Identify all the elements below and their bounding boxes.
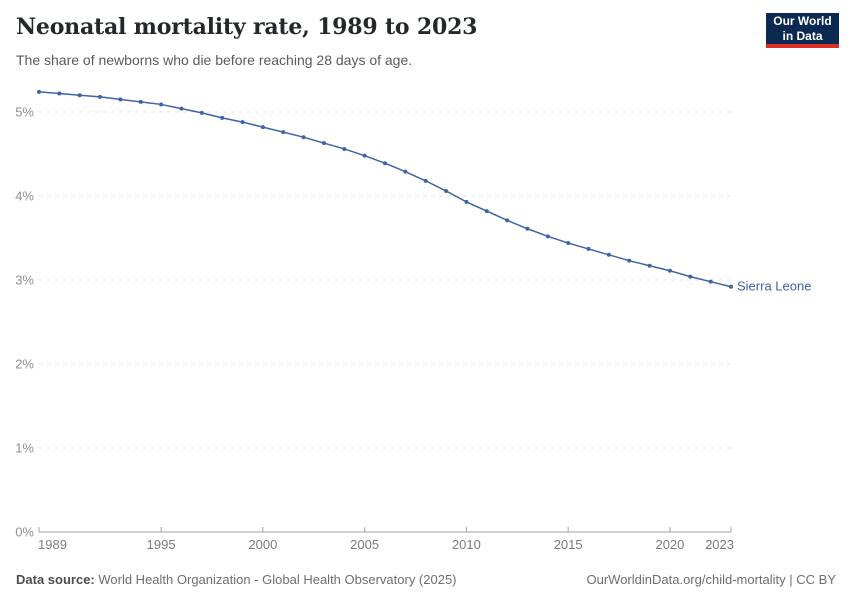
data-point[interactable] — [383, 161, 387, 166]
series-end-label[interactable]: Sierra Leone — [737, 279, 811, 294]
data-point[interactable] — [199, 110, 204, 115]
data-point[interactable] — [179, 106, 184, 111]
x-axis-tick-label: 2015 — [554, 537, 583, 552]
y-axis-tick-label: 2% — [15, 357, 34, 372]
data-point[interactable] — [159, 102, 164, 107]
data-point[interactable] — [342, 146, 347, 151]
y-axis-tick-label: 0% — [15, 525, 34, 540]
data-point[interactable] — [362, 153, 367, 158]
data-source-text: Data source: World Health Organization -… — [16, 572, 457, 587]
data-point[interactable] — [667, 268, 672, 273]
chart-subtitle: The share of newborns who die before rea… — [16, 52, 413, 68]
data-point[interactable] — [220, 115, 225, 120]
x-axis-tick-label: 2005 — [350, 537, 379, 552]
data-source-label: Data source: — [16, 572, 95, 587]
x-axis-tick-label: 1995 — [147, 537, 176, 552]
data-point[interactable] — [545, 234, 550, 239]
data-point[interactable] — [260, 125, 265, 130]
owid-logo-line2: in Data — [782, 28, 823, 43]
owid-citation-link[interactable]: OurWorldinData.org/child-mortality | CC … — [586, 572, 837, 587]
data-point[interactable] — [240, 120, 245, 125]
data-point[interactable] — [729, 284, 733, 289]
data-point[interactable] — [647, 263, 652, 268]
data-point[interactable] — [281, 130, 286, 135]
data-point[interactable] — [627, 258, 632, 263]
x-axis-tick-label: 2010 — [452, 537, 481, 552]
data-point[interactable] — [98, 94, 103, 99]
owid-logo-line1: Our World — [773, 14, 832, 29]
data-point[interactable] — [57, 91, 62, 96]
chart-footer: Data source: World Health Organization -… — [16, 572, 836, 587]
x-axis-tick-label: 2020 — [655, 537, 684, 552]
data-point[interactable] — [484, 209, 489, 214]
data-point[interactable] — [525, 226, 530, 231]
y-axis-tick-label: 4% — [15, 189, 34, 204]
data-point[interactable] — [708, 279, 713, 284]
data-point[interactable] — [586, 246, 591, 251]
page-title: Neonatal mortality rate, 1989 to 2023 — [16, 14, 478, 40]
data-point[interactable] — [505, 218, 510, 223]
data-point[interactable] — [688, 274, 693, 279]
data-point[interactable] — [301, 135, 306, 140]
data-point[interactable] — [566, 241, 571, 246]
x-axis-tick-label: 2023 — [705, 537, 734, 552]
data-point[interactable] — [118, 97, 123, 102]
y-axis-tick-label: 3% — [15, 273, 34, 288]
y-axis-tick-label: 5% — [15, 105, 34, 120]
data-point[interactable] — [77, 93, 82, 98]
data-point[interactable] — [321, 141, 326, 146]
x-axis-tick-label: 1989 — [38, 537, 67, 552]
data-point[interactable] — [606, 252, 611, 257]
data-point[interactable] — [444, 188, 449, 193]
x-axis-tick-label: 2000 — [248, 537, 277, 552]
data-source-value: World Health Organization - Global Healt… — [94, 572, 457, 587]
data-point[interactable] — [423, 178, 428, 183]
y-axis-tick-label: 1% — [15, 441, 34, 456]
data-point[interactable] — [464, 199, 469, 204]
data-point[interactable] — [37, 89, 41, 94]
owid-logo[interactable]: Our World in Data — [766, 13, 839, 48]
data-point[interactable] — [138, 99, 143, 104]
data-point[interactable] — [403, 169, 408, 174]
series-line-sierra-leone — [38, 91, 732, 288]
